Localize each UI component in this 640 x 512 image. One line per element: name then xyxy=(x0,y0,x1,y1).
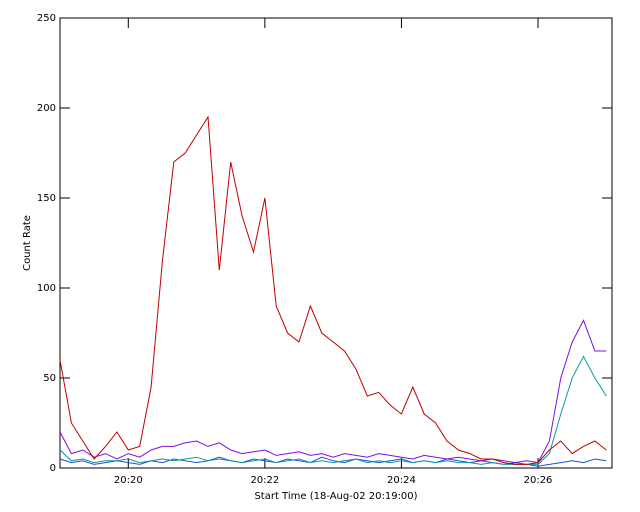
x-tick-label: 20:26 xyxy=(524,475,553,486)
x-axis-label: Start Time (18-Aug-02 20:19:00) xyxy=(254,491,417,502)
y-tick-label: 50 xyxy=(43,373,56,384)
y-tick-label: 150 xyxy=(37,193,56,204)
y-tick-label: 200 xyxy=(37,103,56,114)
plot-frame xyxy=(59,17,613,469)
y-tick-label: 0 xyxy=(50,463,56,474)
y-axis-label: Count Rate xyxy=(22,215,33,271)
x-tick-label: 20:22 xyxy=(250,475,279,486)
x-tick-label: 20:20 xyxy=(114,475,143,486)
y-tick-label: 250 xyxy=(37,13,56,24)
series-line xyxy=(59,355,607,465)
y-tick-label: 100 xyxy=(37,283,56,294)
series-line xyxy=(59,319,607,464)
x-tick-label: 20:24 xyxy=(387,475,416,486)
series-line xyxy=(59,115,607,465)
